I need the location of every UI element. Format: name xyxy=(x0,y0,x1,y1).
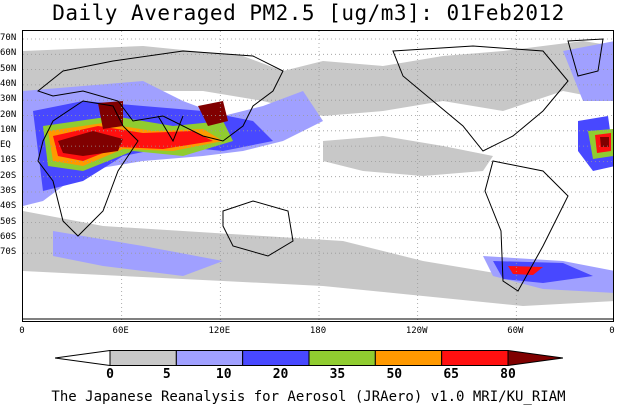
colorbar-segment xyxy=(308,350,376,366)
pm25-map xyxy=(23,31,613,321)
latitude-label: 50S xyxy=(0,216,17,227)
pm25-region-red xyxy=(508,266,543,275)
latitude-label: 70N xyxy=(0,33,17,43)
coastline-north-america xyxy=(392,45,569,152)
latitude-label: 60N xyxy=(0,48,17,59)
colorbar-level-label: 20 xyxy=(272,367,289,382)
coastline-india xyxy=(157,115,184,143)
latitude-label: EQ xyxy=(0,140,11,151)
colorbar-segment xyxy=(242,350,310,366)
colorbar-level-label: 10 xyxy=(215,367,232,382)
colorbar-segment xyxy=(109,350,177,366)
colorbar-level-label: 35 xyxy=(329,367,346,382)
map-frame xyxy=(22,30,614,322)
latitude-label: 50N xyxy=(0,63,17,74)
colorbar-level-label: 50 xyxy=(386,367,403,382)
latitude-label: 30S xyxy=(0,186,17,196)
latitude-label: 30N xyxy=(0,94,17,105)
colorbar-level-label: 80 xyxy=(500,367,516,382)
colorbar-segment xyxy=(441,350,509,366)
footer-credit: The Japanese Reanalysis for Aerosol (JRA… xyxy=(51,389,566,405)
latitude-label: 70S xyxy=(0,247,17,258)
pm25-region-lightblue xyxy=(53,231,223,276)
pm25-field-layer xyxy=(23,41,613,306)
colorbar-level-label: 0 xyxy=(106,367,114,382)
longitude-label: 120W xyxy=(405,326,428,336)
pm25-region-gray xyxy=(323,136,493,176)
longitude-label: 0 xyxy=(19,326,25,336)
coastline-africa xyxy=(37,100,139,237)
colorbar-level-label: 5 xyxy=(162,367,171,382)
coastline-eurasia xyxy=(36,50,284,142)
latitude-label: 40N xyxy=(0,78,17,89)
latitude-label: 20S xyxy=(0,170,17,181)
coastlines xyxy=(23,38,613,320)
gridlines xyxy=(23,31,613,321)
colorbar-segment xyxy=(374,350,443,366)
pm25-region-darkred xyxy=(600,137,609,147)
longitude-label: 0 xyxy=(609,326,615,336)
pm25-region-gray xyxy=(23,211,613,306)
latitude-label: 10N xyxy=(0,124,17,135)
colorbar-segment xyxy=(55,350,111,366)
pm25-region-gray xyxy=(23,41,613,116)
latitude-label: 40S xyxy=(0,201,17,212)
longitude-label: 60E xyxy=(112,326,129,336)
latitude-label: 60S xyxy=(0,231,17,242)
pm25-region-darkred xyxy=(98,101,123,129)
colorbar xyxy=(55,350,563,366)
coastline-australia xyxy=(222,200,294,257)
colorbar-segment xyxy=(507,350,563,366)
latitude-label: 20N xyxy=(0,109,17,120)
longitude-label: 180 xyxy=(309,326,327,336)
chart-title: Daily Averaged PM2.5 [ug/m3]: 01Feb2012 xyxy=(52,1,565,25)
pm25-region-darkred xyxy=(58,131,123,156)
longitude-label: 60W xyxy=(507,326,524,336)
latitude-label: 10S xyxy=(0,155,17,166)
coastline-south-america xyxy=(484,160,569,292)
coastline-greenland xyxy=(567,38,604,77)
longitude-label: 120E xyxy=(208,326,231,336)
colorbar-segment xyxy=(175,350,244,366)
colorbar-level-label: 65 xyxy=(443,367,459,382)
